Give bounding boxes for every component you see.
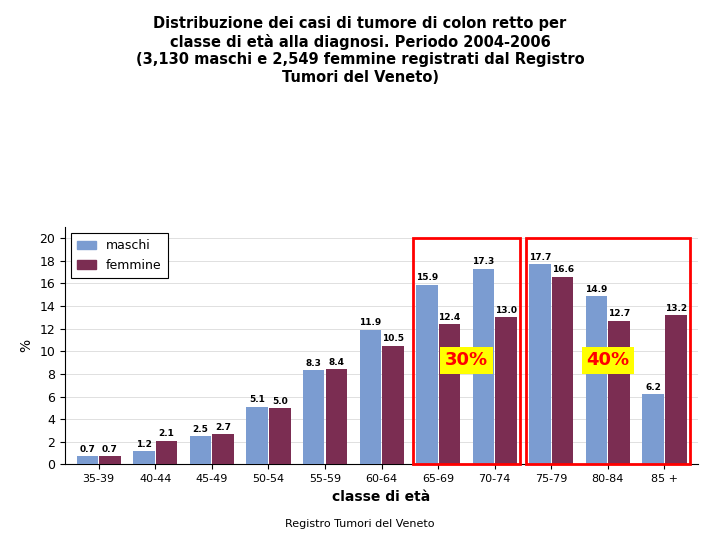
- Text: 40%: 40%: [586, 352, 629, 369]
- Text: 6.2: 6.2: [645, 383, 661, 392]
- Bar: [642, 394, 664, 464]
- Bar: [495, 318, 517, 464]
- Text: 8.3: 8.3: [306, 359, 322, 368]
- Text: 13.0: 13.0: [495, 306, 517, 315]
- Text: 30%: 30%: [445, 352, 488, 369]
- Bar: [359, 330, 381, 464]
- Legend: maschi, femmine: maschi, femmine: [71, 233, 168, 278]
- Text: 12.4: 12.4: [438, 313, 461, 322]
- Bar: [438, 324, 460, 464]
- Text: 5.1: 5.1: [249, 395, 265, 404]
- Text: 15.9: 15.9: [415, 273, 438, 282]
- Bar: [382, 346, 404, 464]
- Bar: [133, 451, 155, 464]
- Text: 2.5: 2.5: [193, 425, 209, 434]
- Bar: [416, 285, 438, 464]
- Y-axis label: %: %: [19, 339, 34, 352]
- Text: 11.9: 11.9: [359, 319, 382, 327]
- Bar: [303, 370, 325, 464]
- Bar: [608, 321, 630, 464]
- Text: 2.7: 2.7: [215, 423, 231, 431]
- Bar: [99, 456, 121, 464]
- Bar: [529, 264, 551, 464]
- Text: 2.1: 2.1: [158, 429, 174, 438]
- Bar: [325, 369, 347, 464]
- Bar: [665, 315, 687, 464]
- Text: 12.7: 12.7: [608, 309, 630, 319]
- Bar: [526, 238, 690, 464]
- Text: Distribuzione dei casi di tumore di colon retto per
classe di età alla diagnosi.: Distribuzione dei casi di tumore di colo…: [135, 16, 585, 85]
- Text: 17.7: 17.7: [528, 253, 552, 262]
- Bar: [586, 296, 608, 464]
- Text: Registro Tumori del Veneto: Registro Tumori del Veneto: [285, 519, 435, 529]
- Text: 1.2: 1.2: [136, 440, 152, 449]
- Bar: [473, 269, 494, 464]
- Text: 5.0: 5.0: [272, 396, 288, 406]
- Bar: [413, 238, 521, 464]
- Text: 13.2: 13.2: [665, 304, 687, 313]
- Bar: [76, 456, 98, 464]
- Bar: [552, 276, 573, 464]
- Text: 10.5: 10.5: [382, 334, 404, 343]
- Text: 8.4: 8.4: [328, 358, 344, 367]
- Bar: [212, 434, 234, 464]
- Bar: [246, 407, 268, 464]
- Text: 0.7: 0.7: [102, 445, 118, 454]
- Bar: [190, 436, 212, 464]
- Bar: [156, 441, 177, 464]
- Text: 0.7: 0.7: [79, 445, 95, 454]
- Text: 16.6: 16.6: [552, 265, 574, 274]
- Text: 14.9: 14.9: [585, 285, 608, 294]
- Bar: [269, 408, 290, 464]
- Text: 17.3: 17.3: [472, 258, 495, 266]
- X-axis label: classe di età: classe di età: [333, 490, 431, 504]
